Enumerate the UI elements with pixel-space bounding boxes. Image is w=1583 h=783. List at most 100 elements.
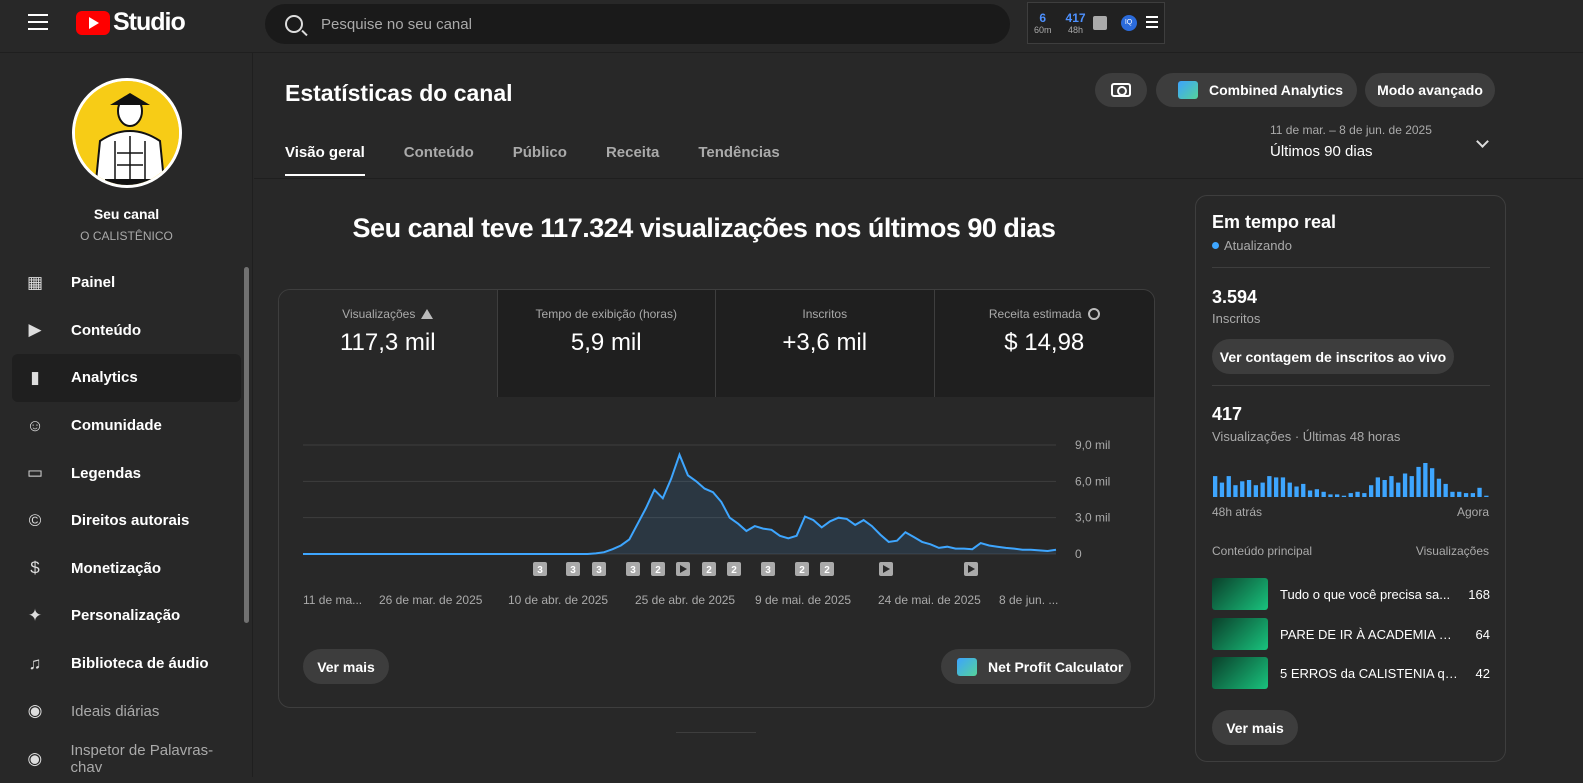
realtime-bar[interactable]	[1219, 482, 1225, 497]
video-count-marker[interactable]: 2	[795, 562, 809, 576]
realtime-bar[interactable]	[1321, 491, 1326, 497]
realtime-bar[interactable]	[1463, 493, 1469, 497]
live-subscriber-count-button[interactable]: Ver contagem de inscritos ao vivo	[1212, 339, 1454, 374]
metric-watch-time[interactable]: Tempo de exibição (horas) 5,9 mil	[497, 290, 716, 397]
sidebar-item-direitos-autorais[interactable]: © Direitos autorais	[12, 497, 241, 545]
top-content-row[interactable]: 5 ERROS da CALISTENIA qu... 42	[1212, 657, 1490, 689]
sidebar-item-monetiza-o[interactable]: $ Monetização	[12, 545, 241, 593]
sidebar-item-painel[interactable]: ▦ Painel	[12, 259, 241, 307]
see-more-button[interactable]: Ver mais	[1212, 710, 1298, 745]
realtime-bar[interactable]	[1348, 493, 1353, 497]
search-bar[interactable]	[265, 4, 1010, 44]
video-thumbnail[interactable]	[1212, 657, 1268, 689]
sidebar-item-biblioteca-de-udio[interactable]: ♫ Biblioteca de áudio	[12, 640, 241, 688]
realtime-bar[interactable]	[1246, 480, 1252, 497]
realtime-bar[interactable]	[1450, 491, 1455, 497]
realtime-bar[interactable]	[1369, 485, 1374, 497]
top-content-row[interactable]: PARE DE IR À ACADEMIA E F... 64	[1212, 618, 1490, 650]
realtime-bar[interactable]	[1314, 489, 1319, 497]
realtime-bar[interactable]	[1274, 477, 1279, 497]
clock-icon[interactable]	[1087, 308, 1100, 320]
realtime-bar[interactable]	[1294, 486, 1299, 498]
advanced-mode-button[interactable]: Modo avançado	[1365, 73, 1495, 107]
video-thumbnail[interactable]	[1212, 578, 1268, 610]
net-profit-calculator-button[interactable]: Net Profit Calculator	[941, 649, 1131, 684]
realtime-bar[interactable]	[1430, 468, 1435, 497]
sidebar-item-comunidade[interactable]: ☺ Comunidade	[12, 402, 241, 450]
tab-revenue[interactable]: Receita	[605, 144, 660, 161]
tab-trends[interactable]: Tendências	[698, 144, 780, 161]
youtube-studio-logo[interactable]: Studio	[76, 8, 186, 37]
realtime-bar[interactable]	[1362, 493, 1367, 497]
tab-audience[interactable]: Público	[512, 144, 567, 161]
views-line[interactable]	[303, 451, 1057, 555]
realtime-bar[interactable]	[1307, 490, 1313, 498]
combined-analytics-button[interactable]: Combined Analytics	[1156, 73, 1357, 107]
realtime-bar[interactable]	[1457, 491, 1462, 497]
realtime-bar[interactable]	[1240, 481, 1245, 497]
sidebar-scrollbar[interactable]	[244, 267, 249, 623]
video-count-marker[interactable]: 3	[533, 562, 547, 576]
vidiq-extension-widget[interactable]: 6 60m 417 48h IQ	[1027, 2, 1165, 44]
metric-views[interactable]: Visualizações 117,3 mil	[279, 290, 498, 397]
sidebar-item-analytics[interactable]: ▮ Analytics	[12, 354, 241, 402]
video-marker-play-icon[interactable]	[676, 562, 690, 576]
screenshot-button[interactable]	[1095, 73, 1147, 107]
tab-overview[interactable]: Visão geral	[285, 144, 365, 176]
video-count-marker[interactable]: 2	[820, 562, 834, 576]
warning-icon[interactable]	[421, 309, 434, 319]
video-count-marker[interactable]: 2	[702, 562, 716, 576]
video-marker-play-icon[interactable]	[964, 562, 978, 576]
realtime-bar[interactable]	[1213, 476, 1218, 497]
video-title[interactable]: PARE DE IR À ACADEMIA E F...	[1280, 626, 1458, 642]
realtime-bar[interactable]	[1260, 482, 1265, 497]
sidebar-item-conte-do[interactable]: ▶ Conteúdo	[12, 307, 241, 355]
sidebar-item-inspetor-de-palavras-chav[interactable]: ◉ Inspetor de Palavras-chav	[12, 735, 241, 783]
see-more-button[interactable]: Ver mais	[303, 649, 389, 684]
realtime-bar[interactable]	[1341, 495, 1347, 497]
sidebar-item-ideais-di-rias[interactable]: ◉ Ideais diárias	[12, 687, 241, 735]
bar-chart-icon[interactable]	[1092, 16, 1107, 30]
tab-content[interactable]: Conteúdo	[403, 144, 474, 161]
realtime-bar[interactable]	[1335, 494, 1340, 497]
realtime-bar[interactable]	[1423, 463, 1428, 497]
video-count-marker[interactable]: 3	[626, 562, 640, 576]
sidebar-item-legendas[interactable]: ▭ Legendas	[12, 449, 241, 497]
channel-avatar[interactable]	[72, 78, 182, 188]
video-title[interactable]: Tudo o que você precisa sa...	[1280, 586, 1451, 602]
realtime-bar[interactable]	[1233, 485, 1238, 497]
realtime-bar[interactable]	[1396, 482, 1401, 497]
search-input[interactable]	[321, 15, 971, 33]
metric-subscribers[interactable]: Inscritos +3,6 mil	[716, 290, 935, 397]
realtime-bar[interactable]	[1477, 487, 1482, 497]
realtime-bar[interactable]	[1416, 466, 1421, 497]
realtime-bar[interactable]	[1287, 482, 1292, 497]
video-thumbnail[interactable]	[1212, 618, 1268, 650]
realtime-bar[interactable]	[1267, 476, 1272, 497]
video-marker-play-icon[interactable]	[879, 562, 893, 576]
video-count-marker[interactable]: 3	[592, 562, 606, 576]
sidebar-item-personaliza-o[interactable]: ✦ Personalização	[12, 592, 241, 640]
realtime-bar[interactable]	[1375, 477, 1380, 497]
vidiq-icon[interactable]: IQ	[1120, 15, 1137, 31]
realtime-bar[interactable]	[1409, 476, 1414, 497]
realtime-bar[interactable]	[1484, 495, 1489, 497]
realtime-bar[interactable]	[1470, 493, 1475, 497]
realtime-bar[interactable]	[1382, 480, 1387, 497]
realtime-bar[interactable]	[1355, 491, 1360, 497]
realtime-bar[interactable]	[1280, 477, 1286, 497]
search-icon[interactable]	[285, 15, 303, 33]
date-range-picker[interactable]: 11 de mar. – 8 de jun. de 2025 Últimos 9…	[1270, 123, 1500, 160]
realtime-bar[interactable]	[1226, 476, 1231, 497]
realtime-bar-chart[interactable]	[1212, 455, 1490, 497]
ext-menu-icon[interactable]	[1145, 15, 1158, 31]
realtime-bar[interactable]	[1253, 485, 1258, 497]
video-title[interactable]: 5 ERROS da CALISTENIA qu...	[1280, 665, 1458, 681]
realtime-bar[interactable]	[1402, 473, 1408, 498]
menu-icon[interactable]	[28, 14, 48, 30]
realtime-bar[interactable]	[1389, 476, 1394, 497]
realtime-bar[interactable]	[1328, 494, 1333, 497]
views-chart[interactable]: 9,0 mil 6,0 mil 3,0 mil 0 3 3 3 3 2 2 2 3 2 2 11 de ma…	[279, 397, 1155, 637]
video-count-marker[interactable]: 2	[651, 562, 665, 576]
video-count-marker[interactable]: 2	[727, 562, 741, 576]
